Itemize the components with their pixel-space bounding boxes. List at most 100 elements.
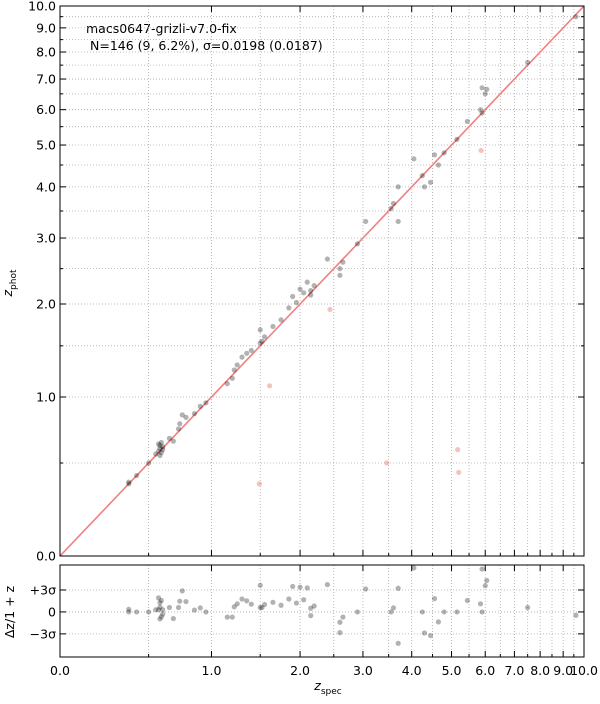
one-to-one-line (60, 6, 584, 556)
residual-point (301, 597, 307, 603)
residual-point (479, 609, 485, 615)
residual-y-tick-label: −3σ (30, 626, 56, 641)
point (304, 279, 310, 285)
residual-point (224, 614, 230, 620)
residual-point (477, 601, 484, 607)
grid (59, 5, 585, 657)
residual-point (290, 583, 296, 590)
residual-point (411, 565, 417, 571)
residual-point (337, 619, 343, 625)
residual-point (441, 609, 447, 615)
point (301, 290, 307, 296)
x-label-sub: spec (321, 687, 342, 697)
point (411, 156, 417, 162)
point (203, 400, 209, 406)
x-tick-label: 1.0 (202, 663, 222, 678)
residual-point (395, 640, 401, 646)
y-axis-label: zphot (0, 269, 19, 297)
x-tick-label: 5.0 (442, 663, 462, 678)
residual-point (354, 609, 361, 615)
x-tick-label: 10.0 (570, 663, 598, 678)
y-tick-label: 9.0 (36, 20, 56, 35)
residual-point (134, 609, 140, 615)
point (231, 367, 237, 373)
residual-point (297, 584, 303, 590)
residual-point (482, 583, 488, 589)
residual-point (197, 605, 203, 611)
y-tick-label: 7.0 (36, 72, 56, 87)
point (157, 442, 163, 448)
point (248, 347, 254, 354)
point (256, 481, 262, 487)
y-tick-label: 1.0 (36, 390, 56, 405)
point (384, 460, 390, 466)
residual-point (464, 597, 470, 604)
residual-point (177, 598, 183, 604)
point (573, 14, 579, 20)
x-tick-label: 9.0 (553, 663, 573, 678)
point (160, 444, 166, 450)
point (454, 136, 460, 142)
residual-point (308, 605, 314, 611)
residual-point (257, 582, 263, 588)
residual-point (427, 632, 434, 639)
point (177, 421, 183, 427)
point (160, 447, 166, 453)
point (155, 448, 162, 454)
residual-point (308, 613, 314, 619)
point (146, 460, 152, 466)
residual-point (157, 600, 163, 606)
residual-point (234, 601, 240, 607)
y-label-sub: phot (9, 269, 19, 290)
residual-point (324, 581, 331, 588)
residual-point (158, 614, 164, 620)
residual-point (261, 601, 268, 608)
point (337, 272, 343, 278)
y-tick-label: 4.0 (36, 179, 56, 194)
residual-point (479, 566, 485, 572)
point (175, 426, 182, 432)
point (293, 299, 300, 306)
residual-point (435, 619, 442, 625)
residual-point (158, 597, 164, 604)
residual-point (304, 585, 310, 591)
residual-point (390, 605, 397, 611)
x-tick-label: 7.0 (504, 663, 524, 678)
residual-point (157, 616, 163, 622)
residual-point (146, 609, 152, 615)
x-tick-label: 6.0 (475, 663, 495, 678)
point (290, 293, 296, 300)
point (270, 323, 276, 330)
residual-point (183, 598, 189, 605)
residual-point (421, 630, 428, 636)
point (191, 411, 198, 417)
point (234, 362, 240, 368)
point (478, 147, 484, 154)
point (179, 412, 185, 418)
point (157, 452, 163, 459)
point (455, 447, 461, 453)
point (126, 479, 132, 485)
point (229, 375, 235, 381)
annotation: N=146 (9, 6.2%), σ=0.0198 (0.0187) (90, 38, 323, 53)
x-label-main: z (313, 678, 321, 693)
point (324, 256, 331, 262)
residual-point (293, 600, 300, 606)
y-tick-label: 0.0 (36, 549, 56, 564)
residual-point (286, 596, 292, 602)
residual-point (340, 614, 346, 620)
point (297, 286, 303, 292)
point (431, 152, 438, 158)
point (170, 438, 176, 444)
residual-point (231, 604, 237, 610)
point (340, 259, 346, 265)
residual-point (160, 607, 166, 613)
point (239, 354, 245, 360)
residual-point (484, 577, 490, 584)
x-tick-label: 4.0 (402, 663, 422, 678)
point (183, 414, 189, 420)
residual-point (155, 607, 162, 613)
residual-point (244, 598, 250, 604)
residual-y-tick-label: 0 (48, 604, 56, 619)
annotation: macs0647-grizli-v7.0-fix (86, 21, 237, 36)
